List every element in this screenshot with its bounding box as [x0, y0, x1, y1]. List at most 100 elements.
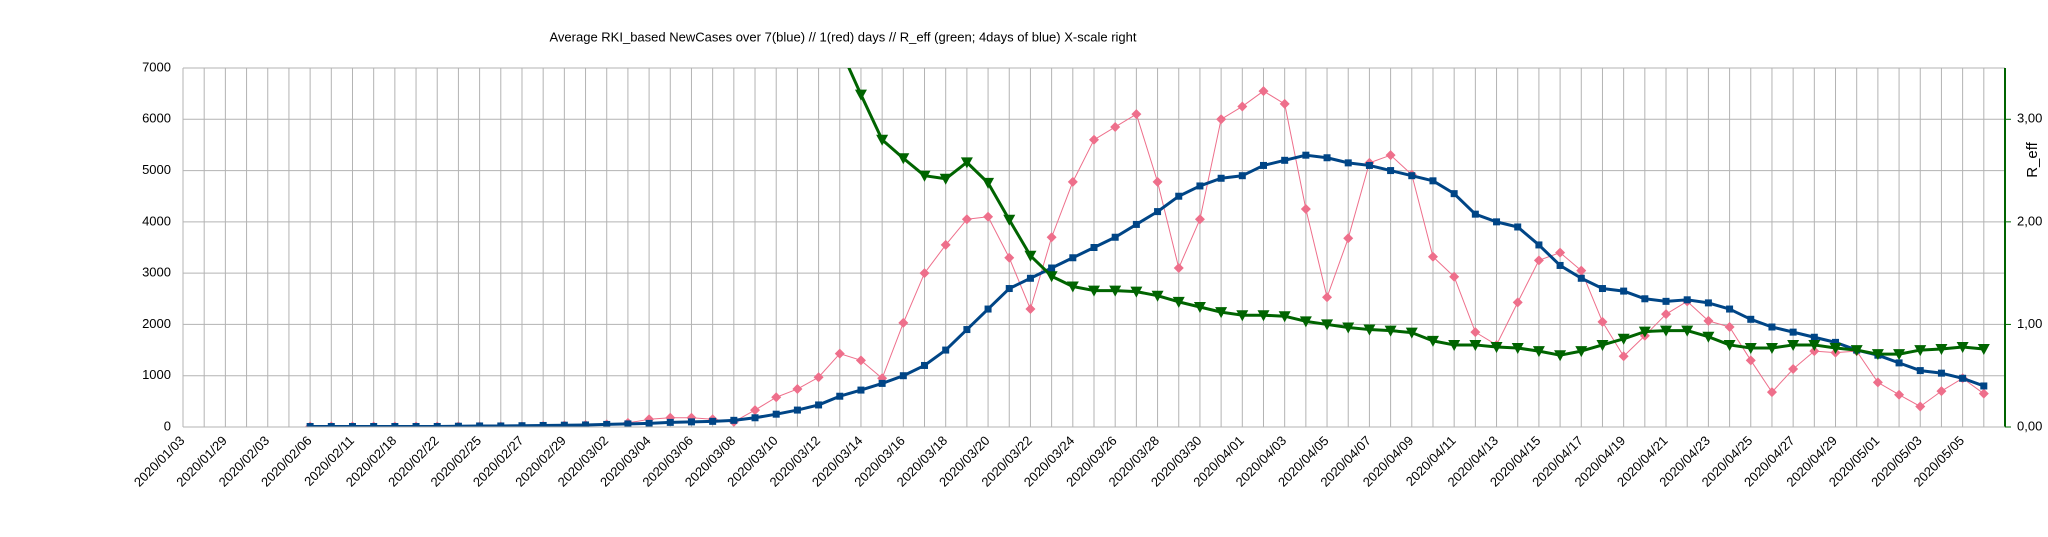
data-point — [1259, 161, 1267, 169]
data-point — [433, 422, 441, 427]
data-point — [1683, 296, 1691, 304]
data-point — [1493, 218, 1501, 226]
data-point — [1935, 344, 1948, 356]
data-point — [919, 268, 930, 279]
data-point — [1554, 350, 1567, 362]
series-line — [310, 153, 1985, 427]
data-point — [1662, 297, 1670, 305]
data-point — [1980, 382, 1988, 390]
data-point — [1681, 325, 1694, 337]
data-point — [1471, 210, 1479, 218]
data-point — [942, 346, 950, 354]
data-point — [1429, 177, 1437, 185]
data-point — [898, 317, 909, 328]
data-point — [1152, 176, 1163, 187]
data-point — [1555, 247, 1566, 258]
data-point — [1450, 190, 1458, 198]
data-point — [792, 384, 803, 395]
data-point — [1893, 349, 1906, 361]
data-point — [1067, 176, 1078, 187]
data-point — [878, 379, 886, 387]
data-point — [1959, 374, 1967, 382]
data-point — [1768, 323, 1776, 331]
data-point — [1194, 214, 1205, 225]
data-point — [1556, 261, 1564, 269]
data-point — [1810, 333, 1818, 341]
data-point — [624, 420, 632, 427]
data-point — [1278, 311, 1291, 323]
y2-tick-label: 3,00 — [2017, 111, 2042, 126]
data-point — [412, 422, 420, 427]
data-point — [1747, 315, 1755, 323]
data-point — [1914, 345, 1927, 357]
data-point — [1026, 274, 1034, 282]
data-point — [1660, 325, 1673, 337]
data-point — [1216, 114, 1227, 125]
data-point — [1385, 150, 1396, 161]
data-point — [1766, 387, 1777, 398]
data-point — [1408, 172, 1416, 180]
data-point — [1217, 174, 1225, 182]
data-point — [1066, 281, 1079, 293]
data-point — [1535, 241, 1543, 249]
data-point — [751, 414, 759, 422]
data-point — [476, 422, 484, 427]
data-point — [391, 422, 399, 427]
plot-area — [305, 68, 1990, 427]
data-point — [1638, 326, 1651, 338]
data-point — [1257, 310, 1270, 322]
data-point — [1344, 159, 1352, 167]
data-point — [560, 421, 568, 427]
data-point — [348, 422, 356, 427]
data-point — [1238, 172, 1246, 180]
y-tick-label: 0 — [164, 418, 171, 433]
data-point — [1384, 325, 1397, 337]
data-point — [1597, 316, 1608, 327]
y-tick-label: 1000 — [142, 367, 171, 382]
data-point — [918, 170, 931, 182]
data-point — [1173, 263, 1184, 274]
data-point — [1025, 304, 1036, 315]
data-point — [1323, 154, 1331, 162]
data-point — [1850, 345, 1863, 357]
data-point — [1703, 315, 1714, 326]
data-point — [1765, 343, 1778, 355]
data-point — [306, 422, 314, 427]
data-point — [497, 422, 505, 427]
data-point — [1322, 292, 1333, 303]
data-point — [1577, 274, 1585, 282]
data-point — [1448, 339, 1461, 351]
data-point — [1024, 250, 1037, 262]
data-point — [1048, 264, 1056, 272]
data-point — [1427, 251, 1438, 262]
data-point — [1641, 295, 1649, 303]
data-point — [1598, 285, 1606, 293]
data-point — [1046, 232, 1057, 243]
data-point — [666, 418, 674, 426]
data-point — [772, 410, 780, 418]
data-point — [1175, 192, 1183, 200]
data-point — [1512, 297, 1523, 308]
data-point — [327, 422, 335, 427]
data-point — [1978, 388, 1989, 399]
data-point — [1236, 310, 1249, 322]
data-point — [1131, 109, 1142, 120]
data-point — [899, 372, 907, 380]
data-point — [1342, 322, 1355, 334]
data-point — [983, 211, 994, 222]
data-point — [1872, 377, 1883, 388]
y-tick-label: 6000 — [142, 111, 171, 126]
y-tick-label: 5000 — [142, 162, 171, 177]
data-point — [1617, 333, 1630, 345]
data-point — [1618, 351, 1629, 362]
data-point — [1088, 285, 1100, 297]
data-point — [1111, 233, 1119, 241]
data-point — [1744, 343, 1757, 355]
data-point — [1090, 244, 1098, 251]
data-point — [984, 305, 992, 313]
data-point — [813, 372, 824, 383]
data-point — [1109, 285, 1122, 297]
data-point — [940, 239, 951, 250]
data-point — [876, 134, 889, 146]
